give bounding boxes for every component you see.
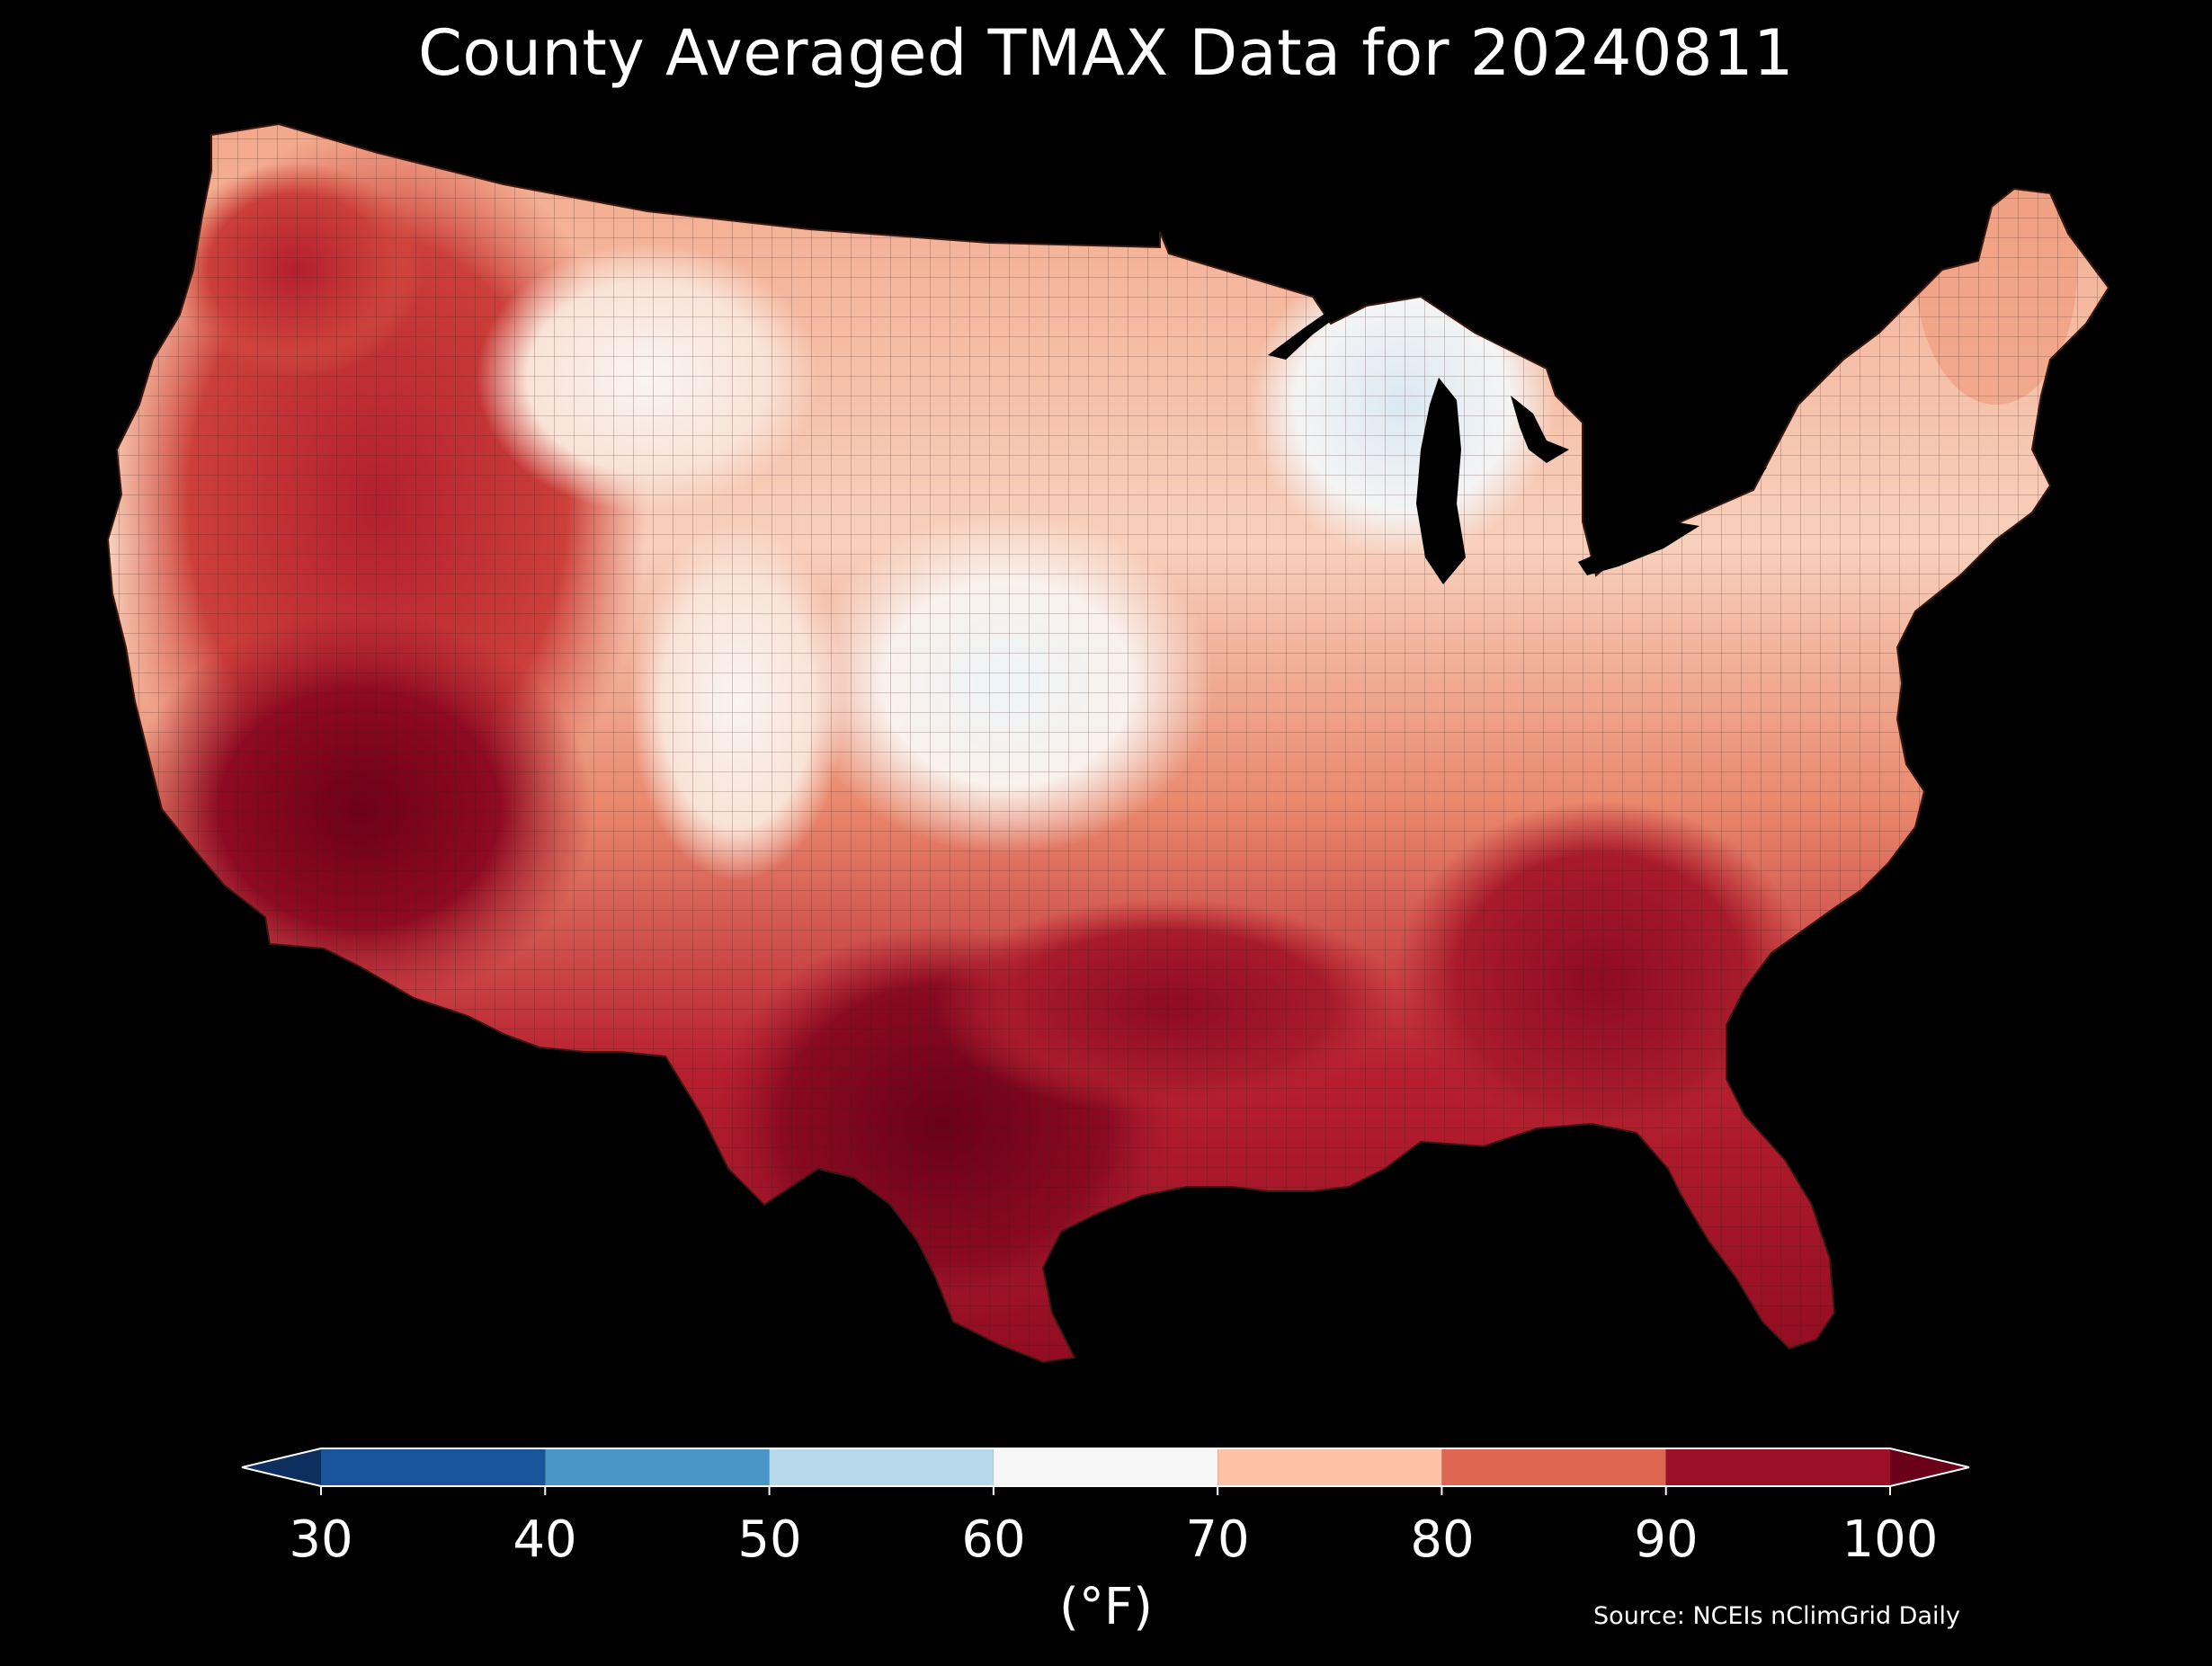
colorbar-tick-label: 100 <box>1842 1510 1939 1569</box>
colorbar-bin-80-90 <box>1441 1448 1666 1486</box>
source-note: Source: NCEIs nClimGrid Daily <box>1593 1602 1960 1630</box>
colorbar-tick-label: 80 <box>1410 1510 1475 1569</box>
colorbar-unit-label: (°F) <box>1059 1578 1153 1636</box>
colorbar-over-arrow <box>1890 1448 1969 1486</box>
colorbar-bin-30-40 <box>321 1448 546 1486</box>
colorbar-bin-70-80 <box>1217 1448 1442 1486</box>
colorbar-bin-40-50 <box>545 1448 770 1486</box>
map-title: County Averaged TMAX Data for 20240811 <box>417 16 1795 90</box>
colorbar-bin-60-70 <box>993 1448 1218 1486</box>
colorbar-tick-label: 90 <box>1634 1510 1699 1569</box>
colorbar-under-arrow <box>242 1448 321 1486</box>
colorbar-tick-label: 40 <box>513 1510 577 1569</box>
colorbar-bin-90-100 <box>1665 1448 1890 1486</box>
colorbar <box>241 1448 1970 1495</box>
colorbar-tick-label: 70 <box>1185 1510 1250 1569</box>
great-lakes <box>1268 283 1767 584</box>
colorbar-bin-50-60 <box>769 1448 994 1486</box>
county-choropleth <box>108 124 2109 1362</box>
colorbar-tick-label: 30 <box>289 1510 353 1569</box>
colorbar-tick-label: 60 <box>961 1510 1026 1569</box>
colorbar-tick-label: 50 <box>737 1510 802 1569</box>
